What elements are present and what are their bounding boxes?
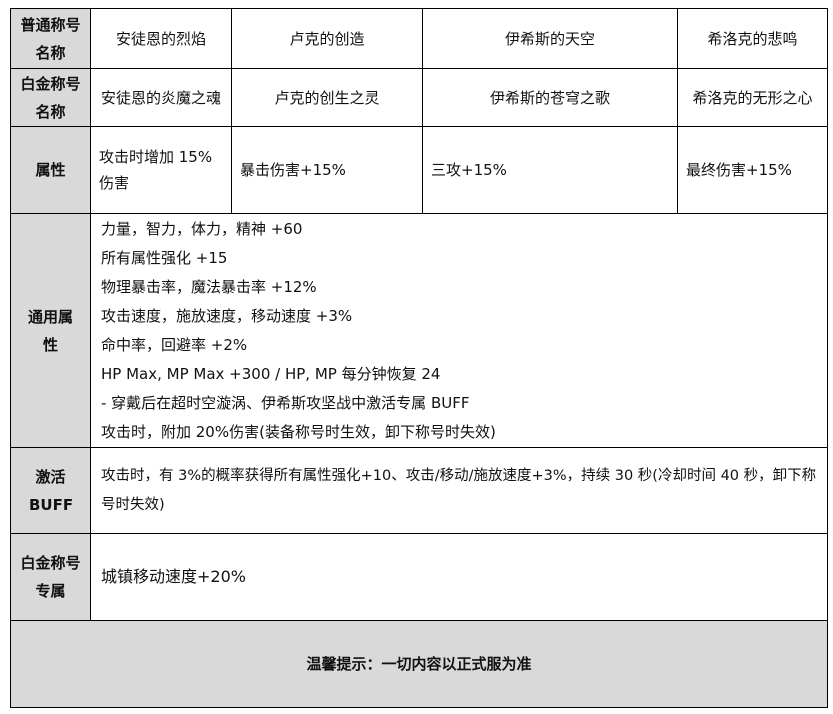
row-platinum-exclusive: 白金称号专属 城镇移动速度+20% <box>10 533 828 621</box>
attr-line: 命中率，回避率 +2% <box>101 335 248 354</box>
cell: 伊希斯的天空 <box>422 8 678 69</box>
cell: 安徒恩的炎魔之魂 <box>90 68 232 127</box>
row-header: 白金称号名称 <box>10 68 91 127</box>
cell: 希洛克的悲鸣 <box>677 8 828 69</box>
attr-line: 攻击速度，施放速度，移动速度 +3% <box>101 306 353 325</box>
common-attributes-list: 力量，智力，体力，精神 +60 所有属性强化 +15 物理暴击率，魔法暴击率 +… <box>90 213 828 448</box>
row-attribute: 属性 攻击时增加 15%伤害 暴击伤害+15% 三攻+15% 最终伤害+15% <box>10 126 828 214</box>
row-header: 属性 <box>10 126 91 214</box>
cell: 卢克的创生之灵 <box>231 68 423 127</box>
buff-description: 攻击时，有 3%的概率获得所有属性强化+10、攻击/移动/施放速度+3%，持续 … <box>90 447 828 534</box>
row-normal-title: 普通称号名称 安徒恩的烈焰 卢克的创造 伊希斯的天空 希洛克的悲鸣 <box>10 8 828 69</box>
attr-line: - 穿戴后在超时空漩涡、伊希斯攻坚战中激活专属 BUFF <box>101 393 470 412</box>
cell: 最终伤害+15% <box>677 126 828 214</box>
cell: 希洛克的无形之心 <box>677 68 828 127</box>
attr-line: 攻击时，附加 20%伤害(装备称号时生效，卸下称号时失效) <box>101 422 496 441</box>
row-common-attributes: 通用属性 力量，智力，体力，精神 +60 所有属性强化 +15 物理暴击率，魔法… <box>10 213 828 448</box>
row-footer: 温馨提示：一切内容以正式服为准 <box>10 620 828 708</box>
footer-note: 温馨提示：一切内容以正式服为准 <box>10 620 828 708</box>
platinum-exclusive-value: 城镇移动速度+20% <box>90 533 828 621</box>
cell: 卢克的创造 <box>231 8 423 69</box>
row-header: 白金称号专属 <box>10 533 91 621</box>
row-header: 激活BUFF <box>10 447 91 534</box>
attr-line: 力量，智力，体力，精神 +60 <box>101 219 303 238</box>
row-platinum-title: 白金称号名称 安徒恩的炎魔之魂 卢克的创生之灵 伊希斯的苍穹之歌 希洛克的无形之… <box>10 68 828 127</box>
cell: 三攻+15% <box>422 126 678 214</box>
cell: 安徒恩的烈焰 <box>90 8 232 69</box>
cell: 暴击伤害+15% <box>231 126 423 214</box>
attr-line: 所有属性强化 +15 <box>101 248 228 267</box>
cell: 伊希斯的苍穹之歌 <box>422 68 678 127</box>
title-comparison-table: 普通称号名称 安徒恩的烈焰 卢克的创造 伊希斯的天空 希洛克的悲鸣 白金称号名称… <box>10 8 828 708</box>
attr-line: 物理暴击率，魔法暴击率 +12% <box>101 277 317 296</box>
row-buff: 激活BUFF 攻击时，有 3%的概率获得所有属性强化+10、攻击/移动/施放速度… <box>10 447 828 534</box>
cell: 攻击时增加 15%伤害 <box>90 126 232 214</box>
attr-line: HP Max, MP Max +300 / HP, MP 每分钟恢复 24 <box>101 364 441 383</box>
row-header: 通用属性 <box>10 213 91 448</box>
row-header: 普通称号名称 <box>10 8 91 69</box>
